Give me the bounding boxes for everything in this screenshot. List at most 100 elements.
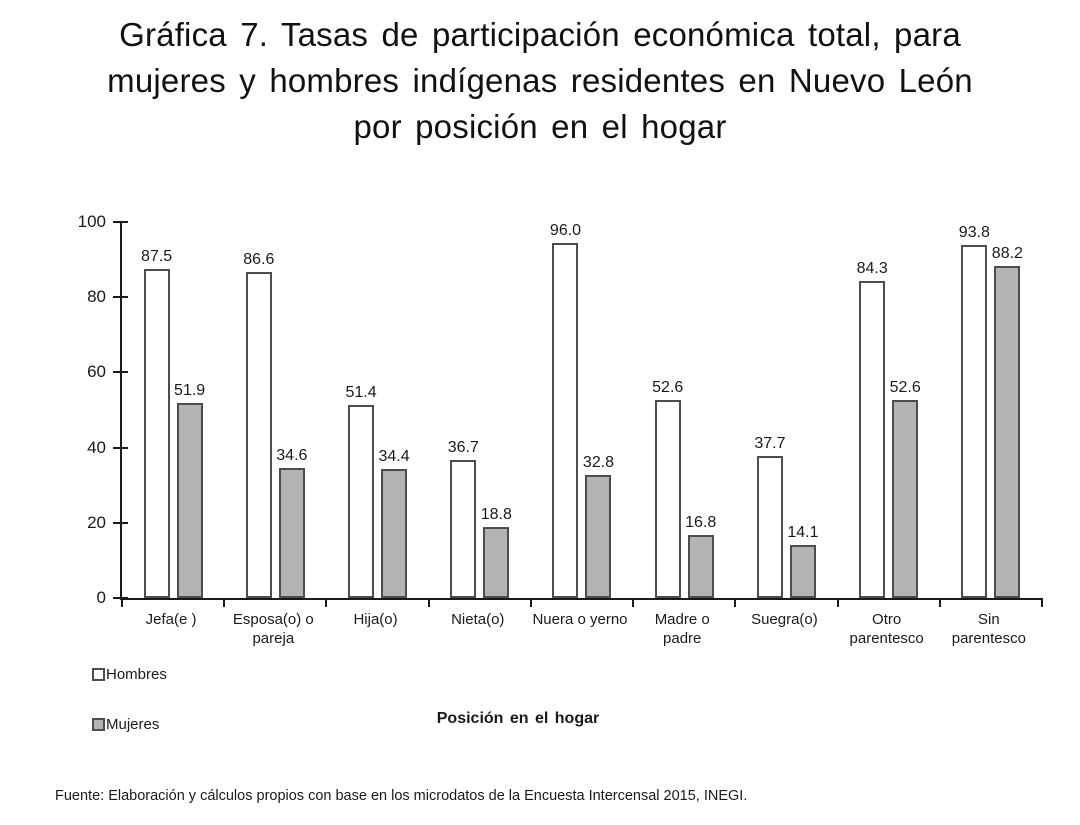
bar-group: 87.5 51.9 [122,222,224,598]
bar-hombres [961,245,988,598]
bar-value-label: 96.0 [549,222,582,239]
y-axis-tick-label: 80 [87,287,106,307]
category-label: Suegra(o) [733,610,835,648]
bar-value-label: 36.7 [447,439,479,457]
bar-value-label: 52.6 [889,379,921,397]
y-axis-tick [113,371,128,374]
bar-mujeres [994,266,1021,598]
x-axis-tick [427,598,430,607]
bar-with-label: 88.2 [991,222,1023,598]
legend-item-hombres: Hombres [92,666,167,683]
bar-value-label: 37.7 [754,435,786,453]
category-label-line: Sin [978,611,1000,628]
category-label-line: Suegra(o) [751,611,818,628]
bar-value-label: 52.6 [652,379,684,397]
x-axis-tick [121,598,123,607]
chart-title-line-1: Gráfica 7. Tasas de participación económ… [119,16,961,53]
plot-area: 87.5 51.9 86.6 34.6 51.4 34.4 36.7 18.8 96.0 32.8… [78,213,1043,607]
bar-value-label: 86.6 [243,251,275,269]
category-axis-labels: Jefa(e ) Esposa(o) o pareja Hija(o) Nieta(o)… [120,610,1040,648]
category-label: Nieta(o) [427,610,529,648]
legend-label: Mujeres [106,715,160,733]
chart-title-line-3: por posición en el hogar [353,108,727,145]
bar-mujeres [687,534,714,598]
bar-group: 84.3 52.6 [838,222,940,598]
bar-mujeres [176,402,203,598]
y-axis-tick [113,521,128,524]
bar-value-label: 32.8 [582,453,615,471]
bar-with-label: 52.6 [889,222,921,598]
category-label-line: Hija(o) [353,611,398,628]
x-axis-tick [529,598,532,607]
bar-group: 86.6 34.6 [224,222,326,598]
bar-with-label: 86.6 [243,222,275,598]
y-axis-tick-label: 100 [77,212,106,231]
bar-mujeres [892,400,919,598]
bar-value-label: 18.8 [480,506,512,524]
bar-with-label: 14.1 [787,222,819,598]
category-label-line: Nuera o yerno [532,611,628,628]
bar-with-label: 96.0 [549,222,582,598]
bar-with-label: 51.9 [174,222,206,598]
bar-value-label: 88.2 [991,245,1023,263]
y-axis-tick [113,446,128,449]
y-axis-tick [113,296,128,299]
bar-hombres [756,456,783,598]
category-label-line: parentesco [951,630,1026,647]
x-axis-tick [1041,598,1043,607]
bar-value-label: 34.4 [378,447,410,465]
category-label-line: Esposa(o) o [232,611,314,628]
bar-value-label: 87.5 [141,248,173,265]
bar-value-label: 84.3 [856,260,888,278]
bar-mujeres [381,468,408,598]
category-label-line: parentesco [849,630,924,647]
y-axis-tick-label: 20 [87,512,106,532]
category-label: Jefa(e ) [120,610,222,648]
bar-with-label: 34.6 [276,222,308,598]
bar-with-label: 84.3 [856,222,888,598]
x-axis-tick [836,598,839,607]
bar-with-label: 34.4 [378,222,410,598]
y-axis-tick [113,221,128,223]
bar-mujeres [789,544,816,598]
category-label: Sin parentesco [938,610,1040,648]
x-axis-tick [632,598,635,607]
bar-with-label: 51.4 [345,222,377,598]
category-label-line: pareja [252,630,295,647]
legend-marker-icon [92,717,105,731]
y-axis-tick-label: 0 [96,588,106,607]
chart-title-line-2: mujeres y hombres indígenas residentes e… [107,62,973,99]
category-label-line: Nieta(o) [451,611,505,628]
category-label: Esposa(o) o pareja [222,610,324,648]
category-label-line: Madre o [654,611,710,628]
bar-hombres [245,272,272,598]
bar-with-label: 37.7 [754,222,786,598]
legend: Hombres Mujeres [92,666,167,766]
x-axis-title: Posición en el hogar [436,710,600,727]
bar-group: 37.7 14.1 [735,222,837,598]
bar-group: 96.0 32.8 [531,222,633,598]
bar-value-label: 14.1 [787,523,819,541]
bar-with-label: 52.6 [652,222,684,598]
bar-hombres [143,269,170,598]
y-axis-tick-label: 60 [87,362,106,382]
bar-value-label: 34.6 [276,446,308,464]
category-label-line: Otro [872,611,902,628]
category-label-line: padre [663,630,702,647]
bar-with-label: 87.5 [141,222,173,598]
bar-value-label: 93.8 [958,224,990,242]
source-note: Fuente: Elaboración y cálculos propios c… [55,788,748,804]
bar-value-label: 16.8 [685,513,717,531]
bar-hombres [859,281,886,598]
legend-marker-icon [92,667,105,681]
bar-with-label: 93.8 [958,222,990,598]
bar-group: 51.4 34.4 [326,222,428,598]
bar-mujeres [483,527,510,598]
bar-group: 36.7 18.8 [429,222,531,598]
bar-value-label: 51.4 [345,383,377,401]
bar-hombres [450,460,477,598]
y-axis-tick [113,597,128,599]
bar-with-label: 18.8 [480,222,512,598]
category-label: Hija(o) [324,610,426,648]
bar-value-label: 51.9 [174,381,206,399]
